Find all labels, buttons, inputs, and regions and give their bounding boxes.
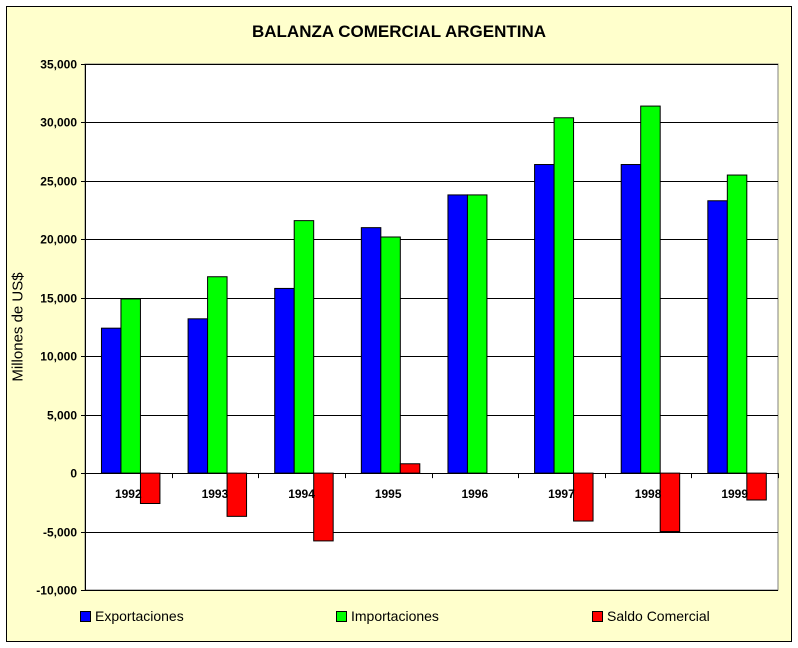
bar-exportaciones-1997 (534, 164, 555, 474)
x-tick-label: 1994 (288, 487, 315, 501)
legend-swatch-exportaciones (80, 610, 91, 622)
legend-item-exportaciones: Exportaciones (80, 608, 184, 624)
legend-swatch-saldo-comercial (592, 610, 603, 622)
y-tick-label: 25,000 (40, 175, 77, 189)
bar-importaciones-1996 (466, 194, 488, 474)
bar-saldo-comercial-1992 (139, 472, 161, 505)
y-tick-label: 35,000 (40, 58, 77, 72)
legend-item-saldo-comercial: Saldo Comercial (592, 608, 710, 624)
bar-saldo-comercial-1994 (313, 472, 334, 542)
bar-exportaciones-1998 (620, 164, 642, 474)
legend-item-importaciones: Importaciones (336, 608, 439, 624)
bar-saldo-comercial-1999 (746, 472, 767, 501)
y-axis-label: Millones de US$ (9, 272, 27, 382)
bar-exportaciones-1993 (187, 318, 209, 474)
bar-exportaciones-1999 (707, 200, 728, 474)
x-tick-label: 1999 (721, 487, 748, 501)
bar-importaciones-1992 (120, 298, 141, 474)
bar-exportaciones-1995 (360, 227, 382, 474)
legend-label-importaciones: Importaciones (351, 608, 439, 624)
bar-saldo-comercial-1998 (659, 472, 681, 533)
bar-importaciones-1997 (553, 117, 575, 474)
legend-label-saldo-comercial: Saldo Comercial (607, 608, 710, 624)
y-tick-label: 10,000 (40, 350, 77, 364)
bar-saldo-comercial-1995 (399, 463, 421, 474)
x-tick-label: 1993 (202, 487, 229, 501)
x-tick-label: 1996 (461, 487, 488, 501)
bar-importaciones-1998 (640, 105, 661, 474)
bar-exportaciones-1992 (100, 327, 122, 474)
legend-swatch-importaciones (336, 610, 347, 622)
bar-exportaciones-1994 (274, 287, 295, 474)
y-tick-label: 5,000 (47, 409, 77, 423)
x-tick-label: 1995 (375, 487, 402, 501)
bar-importaciones-1993 (207, 276, 228, 474)
y-tick-label: -10,000 (36, 584, 77, 598)
chart-title: BALANZA COMERCIAL ARGENTINA (251, 22, 547, 41)
y-tick-label: -5,000 (43, 526, 77, 540)
y-tick-label: 0 (70, 467, 77, 481)
x-tick-label: 1997 (548, 487, 575, 501)
y-tick-label: 20,000 (40, 233, 77, 247)
bar-importaciones-1995 (380, 236, 401, 474)
bar-saldo-comercial-1993 (226, 472, 248, 517)
x-tick-label: 1992 (115, 487, 142, 501)
bar-importaciones-1994 (293, 220, 315, 474)
y-tick-label: 30,000 (40, 116, 77, 130)
bar-saldo-comercial-1997 (573, 472, 594, 522)
y-tick-label: 15,000 (40, 292, 77, 306)
bar-exportaciones-1996 (447, 194, 468, 474)
legend-label-exportaciones: Exportaciones (95, 608, 184, 624)
bar-importaciones-1999 (726, 174, 748, 474)
x-tick-label: 1998 (635, 487, 662, 501)
